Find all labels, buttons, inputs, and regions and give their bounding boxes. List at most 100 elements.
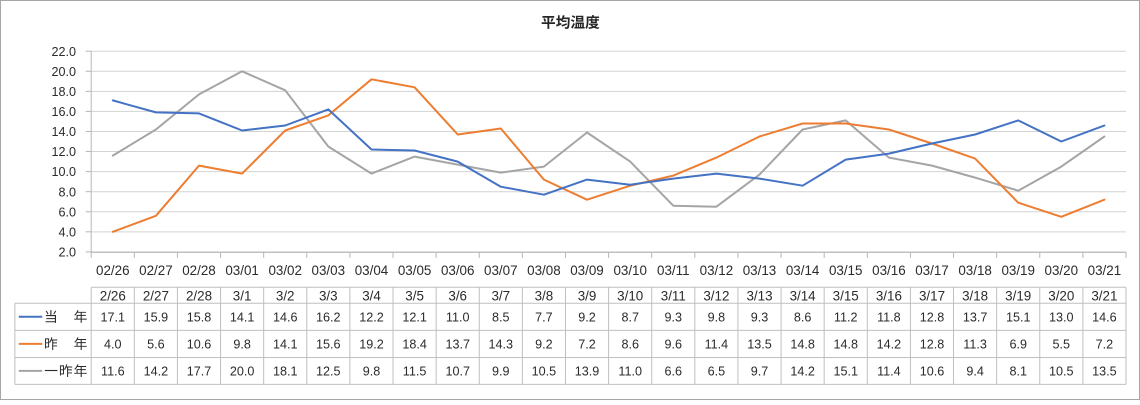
svg-text:9.8: 9.8 — [363, 365, 381, 379]
svg-text:03/13: 03/13 — [743, 263, 777, 278]
svg-text:8.5: 8.5 — [492, 310, 510, 324]
svg-text:4.0: 4.0 — [104, 338, 122, 352]
svg-text:14.1: 14.1 — [230, 310, 255, 324]
svg-text:6.0: 6.0 — [58, 205, 76, 219]
svg-text:11.2: 11.2 — [834, 310, 858, 324]
svg-text:5.6: 5.6 — [147, 338, 165, 352]
svg-text:3/6: 3/6 — [448, 288, 467, 303]
svg-text:20.0: 20.0 — [230, 365, 255, 379]
svg-text:14.2: 14.2 — [790, 365, 815, 379]
svg-text:11.4: 11.4 — [705, 338, 729, 352]
svg-text:10.5: 10.5 — [532, 365, 557, 379]
svg-text:11.5: 11.5 — [403, 365, 427, 379]
svg-text:16.2: 16.2 — [316, 310, 341, 324]
svg-text:3/9: 3/9 — [578, 288, 597, 303]
svg-text:11.0: 11.0 — [618, 365, 642, 379]
svg-text:9.2: 9.2 — [535, 338, 553, 352]
svg-text:3/1: 3/1 — [233, 288, 252, 303]
svg-text:9.2: 9.2 — [578, 310, 596, 324]
svg-text:9.8: 9.8 — [233, 338, 251, 352]
svg-text:20.0: 20.0 — [51, 65, 76, 79]
svg-text:03/09: 03/09 — [570, 263, 604, 278]
svg-text:15.8: 15.8 — [187, 310, 212, 324]
svg-text:14.2: 14.2 — [144, 365, 169, 379]
svg-text:10.6: 10.6 — [187, 338, 212, 352]
svg-text:6.5: 6.5 — [708, 365, 726, 379]
svg-text:14.1: 14.1 — [273, 338, 298, 352]
svg-text:14.8: 14.8 — [833, 338, 858, 352]
svg-text:3/20: 3/20 — [1048, 288, 1074, 303]
svg-text:3/18: 3/18 — [962, 288, 988, 303]
svg-text:03/06: 03/06 — [441, 263, 475, 278]
svg-text:15.1: 15.1 — [833, 365, 858, 379]
svg-text:14.6: 14.6 — [273, 310, 298, 324]
svg-text:3/17: 3/17 — [919, 288, 945, 303]
svg-text:2/28: 2/28 — [186, 288, 212, 303]
svg-text:9.3: 9.3 — [751, 310, 769, 324]
svg-text:17.1: 17.1 — [101, 310, 126, 324]
svg-text:18.4: 18.4 — [402, 338, 427, 352]
svg-text:16.0: 16.0 — [51, 105, 76, 119]
svg-text:13.5: 13.5 — [747, 338, 772, 352]
svg-text:13.0: 13.0 — [1049, 310, 1074, 324]
svg-text:03/02: 03/02 — [268, 263, 302, 278]
svg-text:8.1: 8.1 — [1009, 365, 1027, 379]
svg-text:4.0: 4.0 — [58, 225, 76, 239]
svg-text:14.2: 14.2 — [877, 338, 902, 352]
svg-text:3/15: 3/15 — [833, 288, 859, 303]
svg-text:3/5: 3/5 — [405, 288, 424, 303]
svg-text:3/10: 3/10 — [617, 288, 643, 303]
svg-text:03/10: 03/10 — [613, 263, 647, 278]
svg-text:12.1: 12.1 — [402, 310, 427, 324]
svg-text:13.9: 13.9 — [575, 365, 600, 379]
svg-text:03/03: 03/03 — [312, 263, 346, 278]
svg-text:3/13: 3/13 — [746, 288, 772, 303]
svg-text:03/20: 03/20 — [1045, 263, 1079, 278]
svg-text:13.7: 13.7 — [445, 338, 470, 352]
svg-text:12.5: 12.5 — [316, 365, 341, 379]
svg-text:2.0: 2.0 — [58, 246, 76, 260]
svg-text:10.7: 10.7 — [445, 365, 470, 379]
svg-text:7.2: 7.2 — [578, 338, 596, 352]
svg-text:9.8: 9.8 — [708, 310, 726, 324]
svg-text:9.7: 9.7 — [751, 365, 769, 379]
svg-text:12.0: 12.0 — [51, 145, 76, 159]
svg-text:7.2: 7.2 — [1096, 338, 1114, 352]
svg-text:03/12: 03/12 — [700, 263, 734, 278]
svg-text:03/05: 03/05 — [398, 263, 432, 278]
svg-text:14.0: 14.0 — [51, 125, 76, 139]
svg-text:03/19: 03/19 — [1001, 263, 1035, 278]
svg-text:8.0: 8.0 — [58, 185, 76, 199]
svg-text:9.3: 9.3 — [665, 310, 683, 324]
svg-text:2/27: 2/27 — [143, 288, 169, 303]
svg-text:03/11: 03/11 — [657, 263, 690, 278]
svg-text:03/21: 03/21 — [1088, 263, 1122, 278]
svg-text:19.2: 19.2 — [359, 338, 384, 352]
svg-text:8.7: 8.7 — [621, 310, 639, 324]
svg-text:14.3: 14.3 — [489, 338, 514, 352]
svg-text:03/01: 03/01 — [225, 263, 259, 278]
svg-text:03/04: 03/04 — [355, 263, 389, 278]
svg-text:11.4: 11.4 — [877, 365, 901, 379]
svg-text:10.0: 10.0 — [51, 165, 76, 179]
svg-text:12.8: 12.8 — [920, 310, 945, 324]
svg-text:3/12: 3/12 — [703, 288, 729, 303]
svg-text:03/08: 03/08 — [527, 263, 561, 278]
svg-text:15.9: 15.9 — [144, 310, 169, 324]
svg-text:03/18: 03/18 — [958, 263, 992, 278]
svg-text:14.6: 14.6 — [1092, 310, 1117, 324]
svg-text:3/16: 3/16 — [876, 288, 902, 303]
svg-text:11.3: 11.3 — [963, 338, 987, 352]
svg-text:3/2: 3/2 — [276, 288, 295, 303]
svg-text:03/15: 03/15 — [829, 263, 863, 278]
svg-text:7.7: 7.7 — [535, 310, 553, 324]
svg-text:12.8: 12.8 — [920, 338, 945, 352]
svg-text:02/27: 02/27 — [139, 263, 173, 278]
svg-text:03/14: 03/14 — [786, 263, 820, 278]
svg-text:10.6: 10.6 — [920, 365, 945, 379]
svg-text:17.7: 17.7 — [187, 365, 212, 379]
svg-text:03/07: 03/07 — [484, 263, 518, 278]
svg-text:3/3: 3/3 — [319, 288, 338, 303]
svg-text:3/8: 3/8 — [535, 288, 554, 303]
svg-text:18.1: 18.1 — [273, 365, 298, 379]
